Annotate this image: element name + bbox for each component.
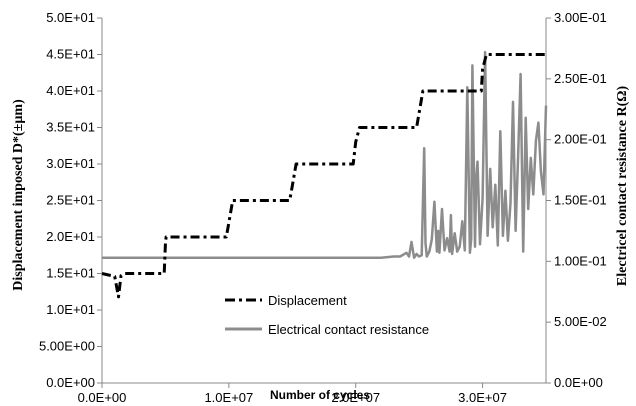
y-tick-label: 4.0E+01	[46, 83, 95, 98]
y-tick-label: 0.0E+00	[46, 375, 95, 390]
y-tick-label: 2.0E+01	[46, 229, 95, 244]
legend-label-displacement: Displacement	[268, 293, 347, 308]
y2-tick-label: 1.00E-01	[554, 253, 607, 268]
y2-axis-title: Electricel contact resistance R(Ω)	[615, 86, 630, 287]
x-tick-label: 1.0E+07	[204, 390, 253, 405]
y2-axis-ticks: 0.0E+00 5.00E-02 1.00E-01 1.50E-01 2.00E-01 2…	[546, 10, 607, 390]
y-tick-label: 5.00E+00	[39, 339, 95, 354]
series-line-electrical-contact-resistance	[102, 50, 548, 259]
x-tick-label: 0.0E+00	[78, 390, 127, 405]
y2-tick-label: 2.50E-01	[554, 71, 607, 86]
y-tick-label: 1.5E+01	[46, 266, 95, 281]
y-tick-label: 1.0E+01	[46, 302, 95, 317]
x-tick-label: 2.0E+07	[331, 390, 380, 405]
y-tick-label: 4.5E+01	[46, 47, 95, 62]
legend: Displacement Electrical contact resistan…	[225, 293, 429, 337]
y-tick-label: 3.0E+01	[46, 156, 95, 171]
y2-tick-label: 5.00E-02	[554, 314, 607, 329]
y2-tick-label: 3.00E-01	[554, 10, 607, 25]
x-axis-title: Number of cycles	[270, 388, 370, 402]
series-line-displacement	[101, 53, 546, 299]
y2-tick-label: 2.00E-01	[554, 132, 607, 147]
x-tick-label: 3.0E+07	[458, 390, 507, 405]
y-tick-label: 2.5E+01	[46, 193, 95, 208]
series-layer	[101, 50, 548, 299]
y2-tick-label: 1.50E-01	[554, 193, 607, 208]
legend-label-electrical-contact-resistance: Electrical contact resistance	[268, 322, 429, 337]
x-axis-ticks: 0.0E+00 1.0E+07 2.0E+07 3.0E+07	[78, 383, 507, 405]
y-tick-label: 5.0E+01	[46, 10, 95, 25]
y-axis-ticks: 0.0E+00 5.00E+00 1.0E+01 1.5E+01 2.0E+01 2.5E…	[39, 10, 102, 390]
y2-tick-label: 0.0E+00	[554, 375, 603, 390]
y-axis-title: Displacement imposed D*(±µm)	[11, 99, 26, 291]
y-tick-label: 3.5E+01	[46, 120, 95, 135]
